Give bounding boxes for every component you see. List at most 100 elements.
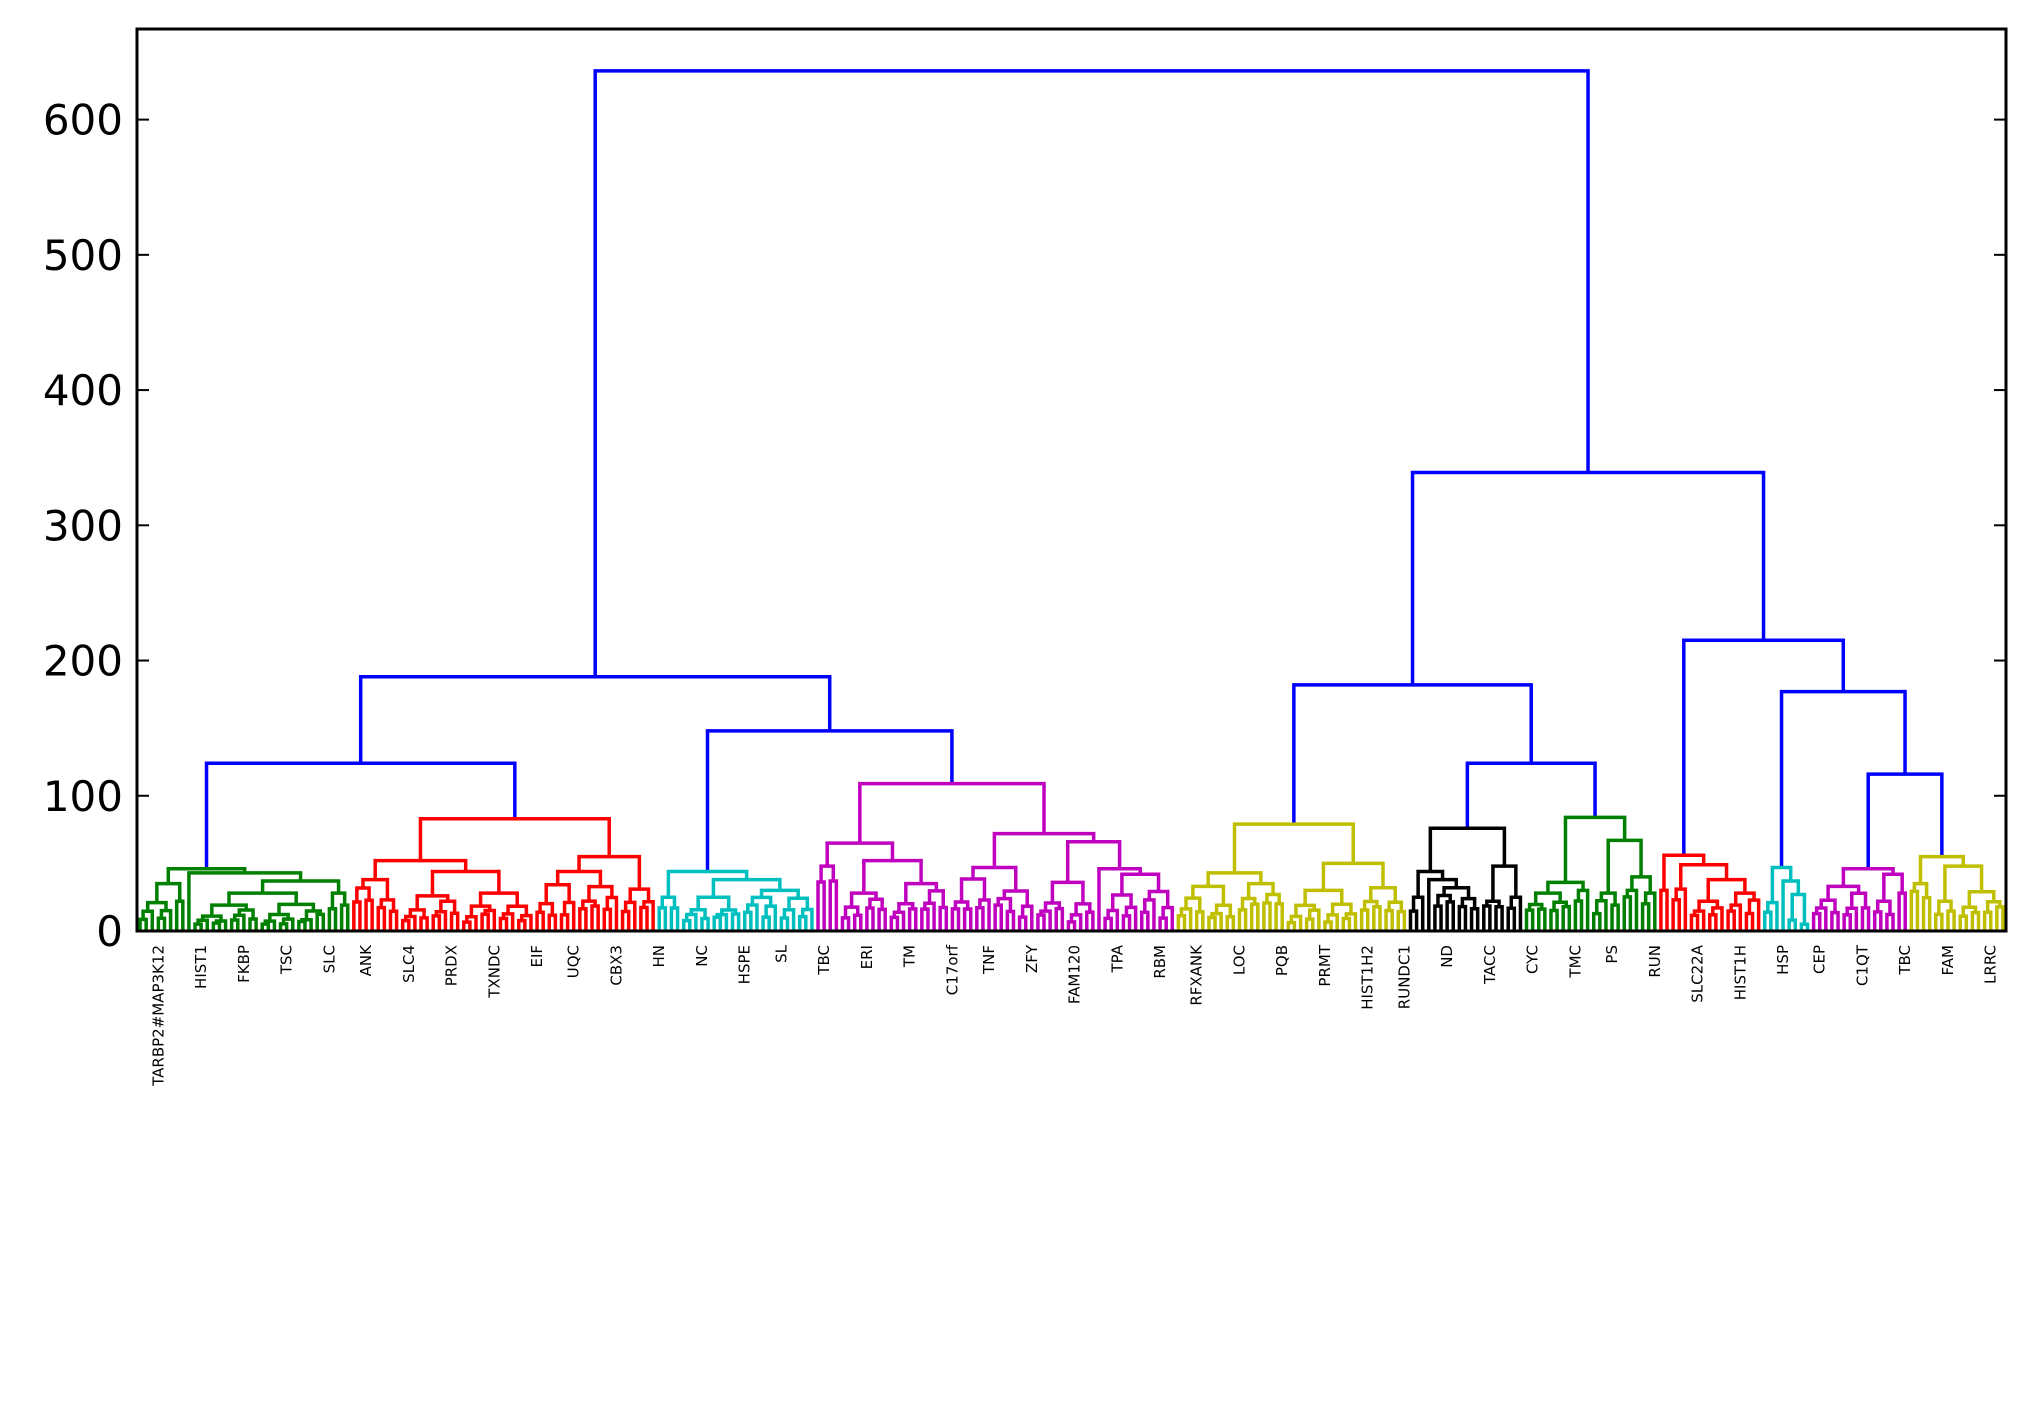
dendrogram-link bbox=[544, 882, 571, 904]
dendrogram-link bbox=[801, 907, 814, 931]
dendrogram-link bbox=[1912, 881, 1929, 898]
dendrogram-link bbox=[1958, 914, 1969, 931]
dendrogram-link bbox=[1121, 914, 1132, 931]
dendrogram-link bbox=[1359, 908, 1370, 931]
dendrogram-link bbox=[689, 907, 707, 919]
dendrogram-link bbox=[705, 729, 954, 872]
dendrogram-link bbox=[819, 864, 836, 882]
dendrogram-link bbox=[923, 901, 936, 931]
dendrogram-link bbox=[361, 877, 390, 900]
dendrogram-link bbox=[1002, 889, 1029, 907]
dendrogram-link bbox=[211, 921, 222, 931]
dendrogram-link bbox=[501, 912, 515, 931]
dendrogram-link bbox=[1321, 861, 1385, 891]
dendrogram-link bbox=[480, 912, 490, 931]
dendrogram-link bbox=[907, 907, 918, 931]
dendrogram-link bbox=[904, 881, 939, 904]
dendrogram-link bbox=[1630, 875, 1652, 894]
dendrogram-link bbox=[1811, 911, 1822, 931]
dendrogram-link bbox=[1410, 470, 1766, 685]
dendrogram-link bbox=[1289, 914, 1303, 931]
dendrogram-link bbox=[1506, 906, 1517, 931]
dendrogram-link bbox=[1866, 772, 1944, 869]
dendrogram-link bbox=[1921, 895, 1932, 931]
dendrogram-link bbox=[750, 895, 773, 907]
dendrogram-link bbox=[506, 904, 529, 916]
dendrogram-link bbox=[1120, 872, 1161, 895]
dendrogram-link bbox=[1946, 909, 1956, 931]
leaf-label: CEP bbox=[1811, 945, 1829, 974]
dendrogram-link bbox=[787, 896, 810, 910]
dendrogram-link bbox=[1039, 909, 1052, 931]
dendrogram-link bbox=[1591, 911, 1602, 931]
dendrogram-link bbox=[1054, 906, 1065, 931]
y-tick-label: 600 bbox=[43, 96, 123, 145]
dendrogram-link bbox=[210, 903, 248, 917]
dendrogram-link bbox=[196, 918, 209, 931]
y-tick-label: 200 bbox=[43, 637, 123, 686]
dendrogram-link bbox=[1124, 905, 1138, 931]
dendrogram-link bbox=[483, 908, 497, 931]
dendrogram-link bbox=[1576, 888, 1590, 931]
dendrogram-link bbox=[277, 902, 316, 915]
dendrogram-link bbox=[1819, 898, 1837, 913]
dendrogram-link bbox=[825, 841, 895, 867]
dendrogram-link bbox=[227, 891, 298, 906]
dendrogram-link bbox=[229, 918, 240, 931]
dendrogram-link bbox=[156, 916, 167, 931]
dendrogram-link bbox=[430, 869, 501, 896]
dendrogram-link bbox=[1020, 904, 1034, 931]
dendrogram-link bbox=[379, 898, 396, 912]
leaf-label: UQC bbox=[565, 945, 583, 978]
leaf-label: HSPE bbox=[736, 945, 754, 984]
dendrogram-link bbox=[1674, 887, 1688, 931]
dendrogram-link bbox=[1491, 864, 1518, 902]
dendrogram-link bbox=[1729, 903, 1743, 931]
dendrogram-link bbox=[620, 909, 631, 931]
leaf-label: RFXANK bbox=[1188, 944, 1206, 1006]
dendrogram-link bbox=[696, 895, 731, 911]
dendrogram-link bbox=[1416, 869, 1445, 898]
dendrogram-link bbox=[950, 907, 961, 931]
dendrogram-link bbox=[1606, 838, 1643, 894]
dendrogram-link bbox=[1747, 898, 1761, 931]
dendrogram-link bbox=[1682, 638, 1846, 856]
dendrogram-link bbox=[843, 905, 860, 918]
dendrogram-link bbox=[1909, 889, 1920, 931]
dendrogram-link bbox=[1433, 904, 1443, 931]
leaf-label: CYC bbox=[1524, 945, 1542, 974]
plot-frame bbox=[135, 27, 2008, 933]
dendrogram-link bbox=[1826, 884, 1861, 901]
dendrogram-link bbox=[1457, 904, 1468, 931]
dendrogram-link bbox=[1841, 867, 1895, 887]
dendrogram-link bbox=[1411, 895, 1425, 931]
dendrogram-link bbox=[1762, 910, 1773, 931]
dendrogram-link bbox=[1384, 908, 1394, 931]
dendrogram-link bbox=[1842, 913, 1852, 931]
dendrogram-link bbox=[260, 922, 271, 931]
dendrogram-link bbox=[1961, 905, 1978, 917]
dendrogram-link bbox=[1830, 910, 1840, 931]
dendrogram-link bbox=[364, 898, 374, 931]
dendrogram-link bbox=[897, 901, 915, 913]
dendrogram-link bbox=[408, 908, 426, 918]
dendrogram-link bbox=[1161, 905, 1175, 931]
leaf-label: TMC bbox=[1566, 945, 1584, 979]
dendrogram-link bbox=[1036, 913, 1046, 931]
dendrogram-link bbox=[605, 895, 619, 931]
leaf-label: TBC bbox=[1896, 945, 1914, 976]
dendrogram-link bbox=[1184, 896, 1202, 912]
dendrogram-link bbox=[623, 900, 637, 931]
dendrogram-link bbox=[953, 900, 970, 909]
dendrogram-link bbox=[1274, 902, 1284, 931]
dendrogram-link bbox=[237, 908, 255, 919]
leaf-label: TACC bbox=[1481, 945, 1499, 985]
dendrogram-link bbox=[920, 907, 930, 931]
dendrogram-link bbox=[1246, 881, 1275, 899]
y-tick-label: 400 bbox=[43, 366, 123, 415]
dendrogram-link bbox=[1210, 911, 1223, 931]
dendrogram-link bbox=[281, 917, 295, 931]
dendrogram-link bbox=[1679, 862, 1729, 890]
dendrogram-link bbox=[1265, 892, 1281, 904]
leaf-label: RBM bbox=[1151, 945, 1169, 979]
